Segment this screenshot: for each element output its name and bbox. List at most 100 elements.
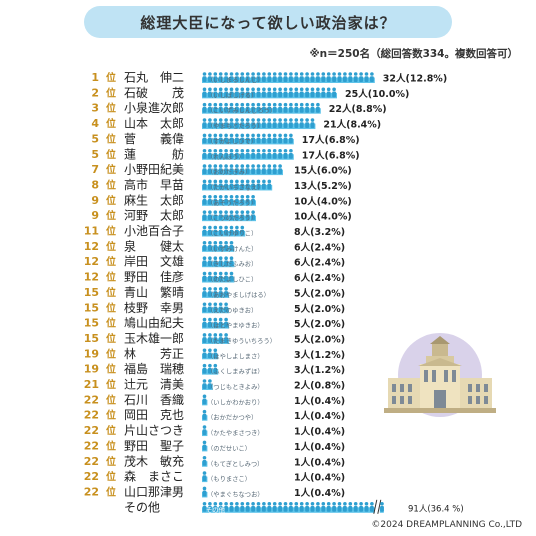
reading-label: （きしだふみお） — [207, 260, 257, 268]
bar-row: 22 位片山さつき （かたやまさつき） 1人(0.4%) — [84, 424, 345, 438]
bar — [202, 409, 208, 421]
rank-suffix: 位 — [106, 86, 116, 99]
rank-suffix: 位 — [106, 271, 116, 284]
politician-name: 野田 聖子 — [124, 439, 184, 453]
reading-label: （いしばしげる） — [207, 90, 257, 99]
copyright: ©2024 DREAMPLANNING Co.,LTD — [371, 520, 522, 530]
reading-label: （えだのゆきお） — [207, 306, 257, 314]
rank-label: 21 — [84, 378, 99, 391]
rank-suffix: 位 — [106, 102, 116, 115]
rank-label: 12 — [84, 240, 99, 253]
rank-suffix: 位 — [106, 439, 116, 452]
value-label: 1人(0.4%) — [294, 472, 345, 484]
reading-label: （いずみけんた） — [207, 244, 257, 253]
rank-label: 22 — [84, 393, 99, 406]
rank-label: 19 — [84, 363, 99, 376]
reading-label: （のだせいこ） — [207, 444, 251, 452]
politician-name: 野田 佳彦 — [124, 269, 184, 284]
politician-name: 小泉進次郎 — [124, 101, 184, 115]
politician-name: 青山 繁晴 — [124, 284, 184, 299]
politician-name: 辻元 清美 — [124, 378, 184, 392]
value-label: 1人(0.4%) — [294, 410, 345, 422]
rank-suffix: 位 — [106, 485, 116, 498]
value-label: 6人(2.4%) — [294, 241, 345, 253]
politician-name: 林 芳正 — [124, 347, 184, 361]
value-label: 3人(1.2%) — [294, 349, 345, 361]
reading-label: （あそうたろう） — [207, 199, 257, 207]
bar-row: 11 位小池百合子 （こいけゆりこ） 8人(3.2%) — [84, 223, 345, 238]
bar — [202, 425, 208, 437]
bar — [202, 287, 229, 298]
politician-name: 玉木雄一郎 — [124, 330, 184, 345]
bar-row: 19 位福島 瑞穂 （ふくしまみずほ） 3人(1.2%) — [84, 361, 345, 376]
politician-name: 岡田 克也 — [124, 408, 184, 422]
bar-row: 12 位泉 健太 （いずみけんた） 6人(2.4%) — [84, 238, 345, 253]
reading-label: （たかいちさなえ） — [207, 183, 264, 191]
rank-suffix: 位 — [106, 378, 116, 391]
bar — [202, 486, 208, 498]
rank-label: 15 — [84, 301, 99, 314]
reading-label: （こうのたろう） — [207, 214, 257, 222]
politician-name: 菅 義偉 — [124, 131, 184, 146]
rank-suffix: 位 — [106, 409, 116, 422]
title-bar: 総理大臣になって欲しい政治家は？ — [84, 6, 452, 38]
reading-label: （はやしよしまさ） — [207, 352, 264, 360]
rank-suffix: 位 — [106, 332, 116, 345]
rank-label: 9 — [91, 209, 99, 222]
value-label: 1人(0.4%) — [294, 456, 345, 468]
bar-row: 22 位森 まさこ （もりまさこ） 1人(0.4%) — [84, 469, 345, 484]
value-label: 8人(3.2%) — [294, 226, 345, 238]
value-label: 5人(2.0%) — [294, 287, 345, 299]
politician-name: 小野田紀美 — [124, 163, 184, 177]
politician-name: 石丸 伸二 — [124, 71, 184, 85]
reading-label: （もてぎとしみつ） — [207, 459, 263, 468]
rank-suffix: 位 — [106, 393, 116, 406]
rank-label: 1 — [91, 71, 99, 84]
value-label: 1人(0.4%) — [294, 426, 345, 438]
bar — [202, 179, 273, 191]
bar-row: 15 位青山 繁晴 （あおやましげはる） 5人(2.0%) — [84, 284, 345, 299]
rank-label: 3 — [91, 102, 99, 115]
bar-row: 22 位岡田 克也 （おかだかつや） 1人(0.4%) — [84, 408, 345, 422]
reading-label: （おかだかつや） — [207, 414, 257, 422]
reading-label: （おのだきみ） — [207, 168, 251, 176]
bar-row: 22 位野田 聖子 （のだせいこ） 1人(0.4%) — [84, 439, 345, 453]
rank-label: 22 — [84, 455, 99, 468]
politician-name: 蓮 舫 — [124, 146, 184, 161]
bar-row: 8 位高市 早苗 （たかいちさなえ） 13人(5.2%) — [91, 177, 351, 192]
value-label: 5人(2.0%) — [294, 303, 345, 315]
reading-label: （やまもとたろう） — [207, 122, 263, 130]
value-label: 32人(12.8%) — [383, 73, 447, 85]
rank-suffix: 位 — [106, 178, 116, 191]
value-label: 21人(8.4%) — [323, 119, 381, 131]
rank-suffix: 位 — [106, 424, 116, 437]
bar-row: 15 位枝野 幸男 （えだのゆきお） 5人(2.0%) — [84, 300, 345, 315]
politician-name: 福島 瑞穂 — [124, 361, 184, 376]
reading-label: （すがよしひで） — [207, 136, 257, 145]
rank-label: 11 — [84, 225, 99, 238]
rank-label: 22 — [84, 485, 99, 498]
rank-label: 7 — [91, 163, 99, 176]
reading-label: （はとやまゆきお） — [207, 322, 264, 330]
value-label: 1人(0.4%) — [294, 395, 345, 407]
value-label: 10人(4.0%) — [294, 195, 352, 207]
rank-label: 15 — [84, 286, 99, 299]
bar-row: 21 位辻元 清美 （つじもときよみ） 2人(0.8%) — [84, 378, 345, 392]
bar-row: 22 位茂木 敏充 （もてぎとしみつ） 1人(0.4%) — [84, 453, 345, 468]
rank-label: 15 — [84, 332, 99, 345]
value-label: 22人(8.8%) — [329, 103, 387, 115]
rank-label: 2 — [91, 86, 99, 99]
bar-row: 15 位鳩山由紀夫 （はとやまゆきお） 5人(2.0%) — [84, 316, 345, 330]
rank-suffix: 位 — [106, 255, 116, 268]
politician-name: 岸田 文雄 — [124, 254, 184, 269]
bar — [202, 241, 235, 252]
politician-name: その他 — [124, 500, 160, 514]
bar — [202, 256, 235, 268]
bar — [202, 379, 213, 390]
rank-suffix: 位 — [106, 363, 116, 376]
bar — [202, 102, 321, 114]
politician-name: 片山さつき — [124, 424, 184, 438]
value-label: 91人(36.4 %) — [408, 504, 464, 514]
value-label: 1人(0.4%) — [294, 441, 345, 453]
